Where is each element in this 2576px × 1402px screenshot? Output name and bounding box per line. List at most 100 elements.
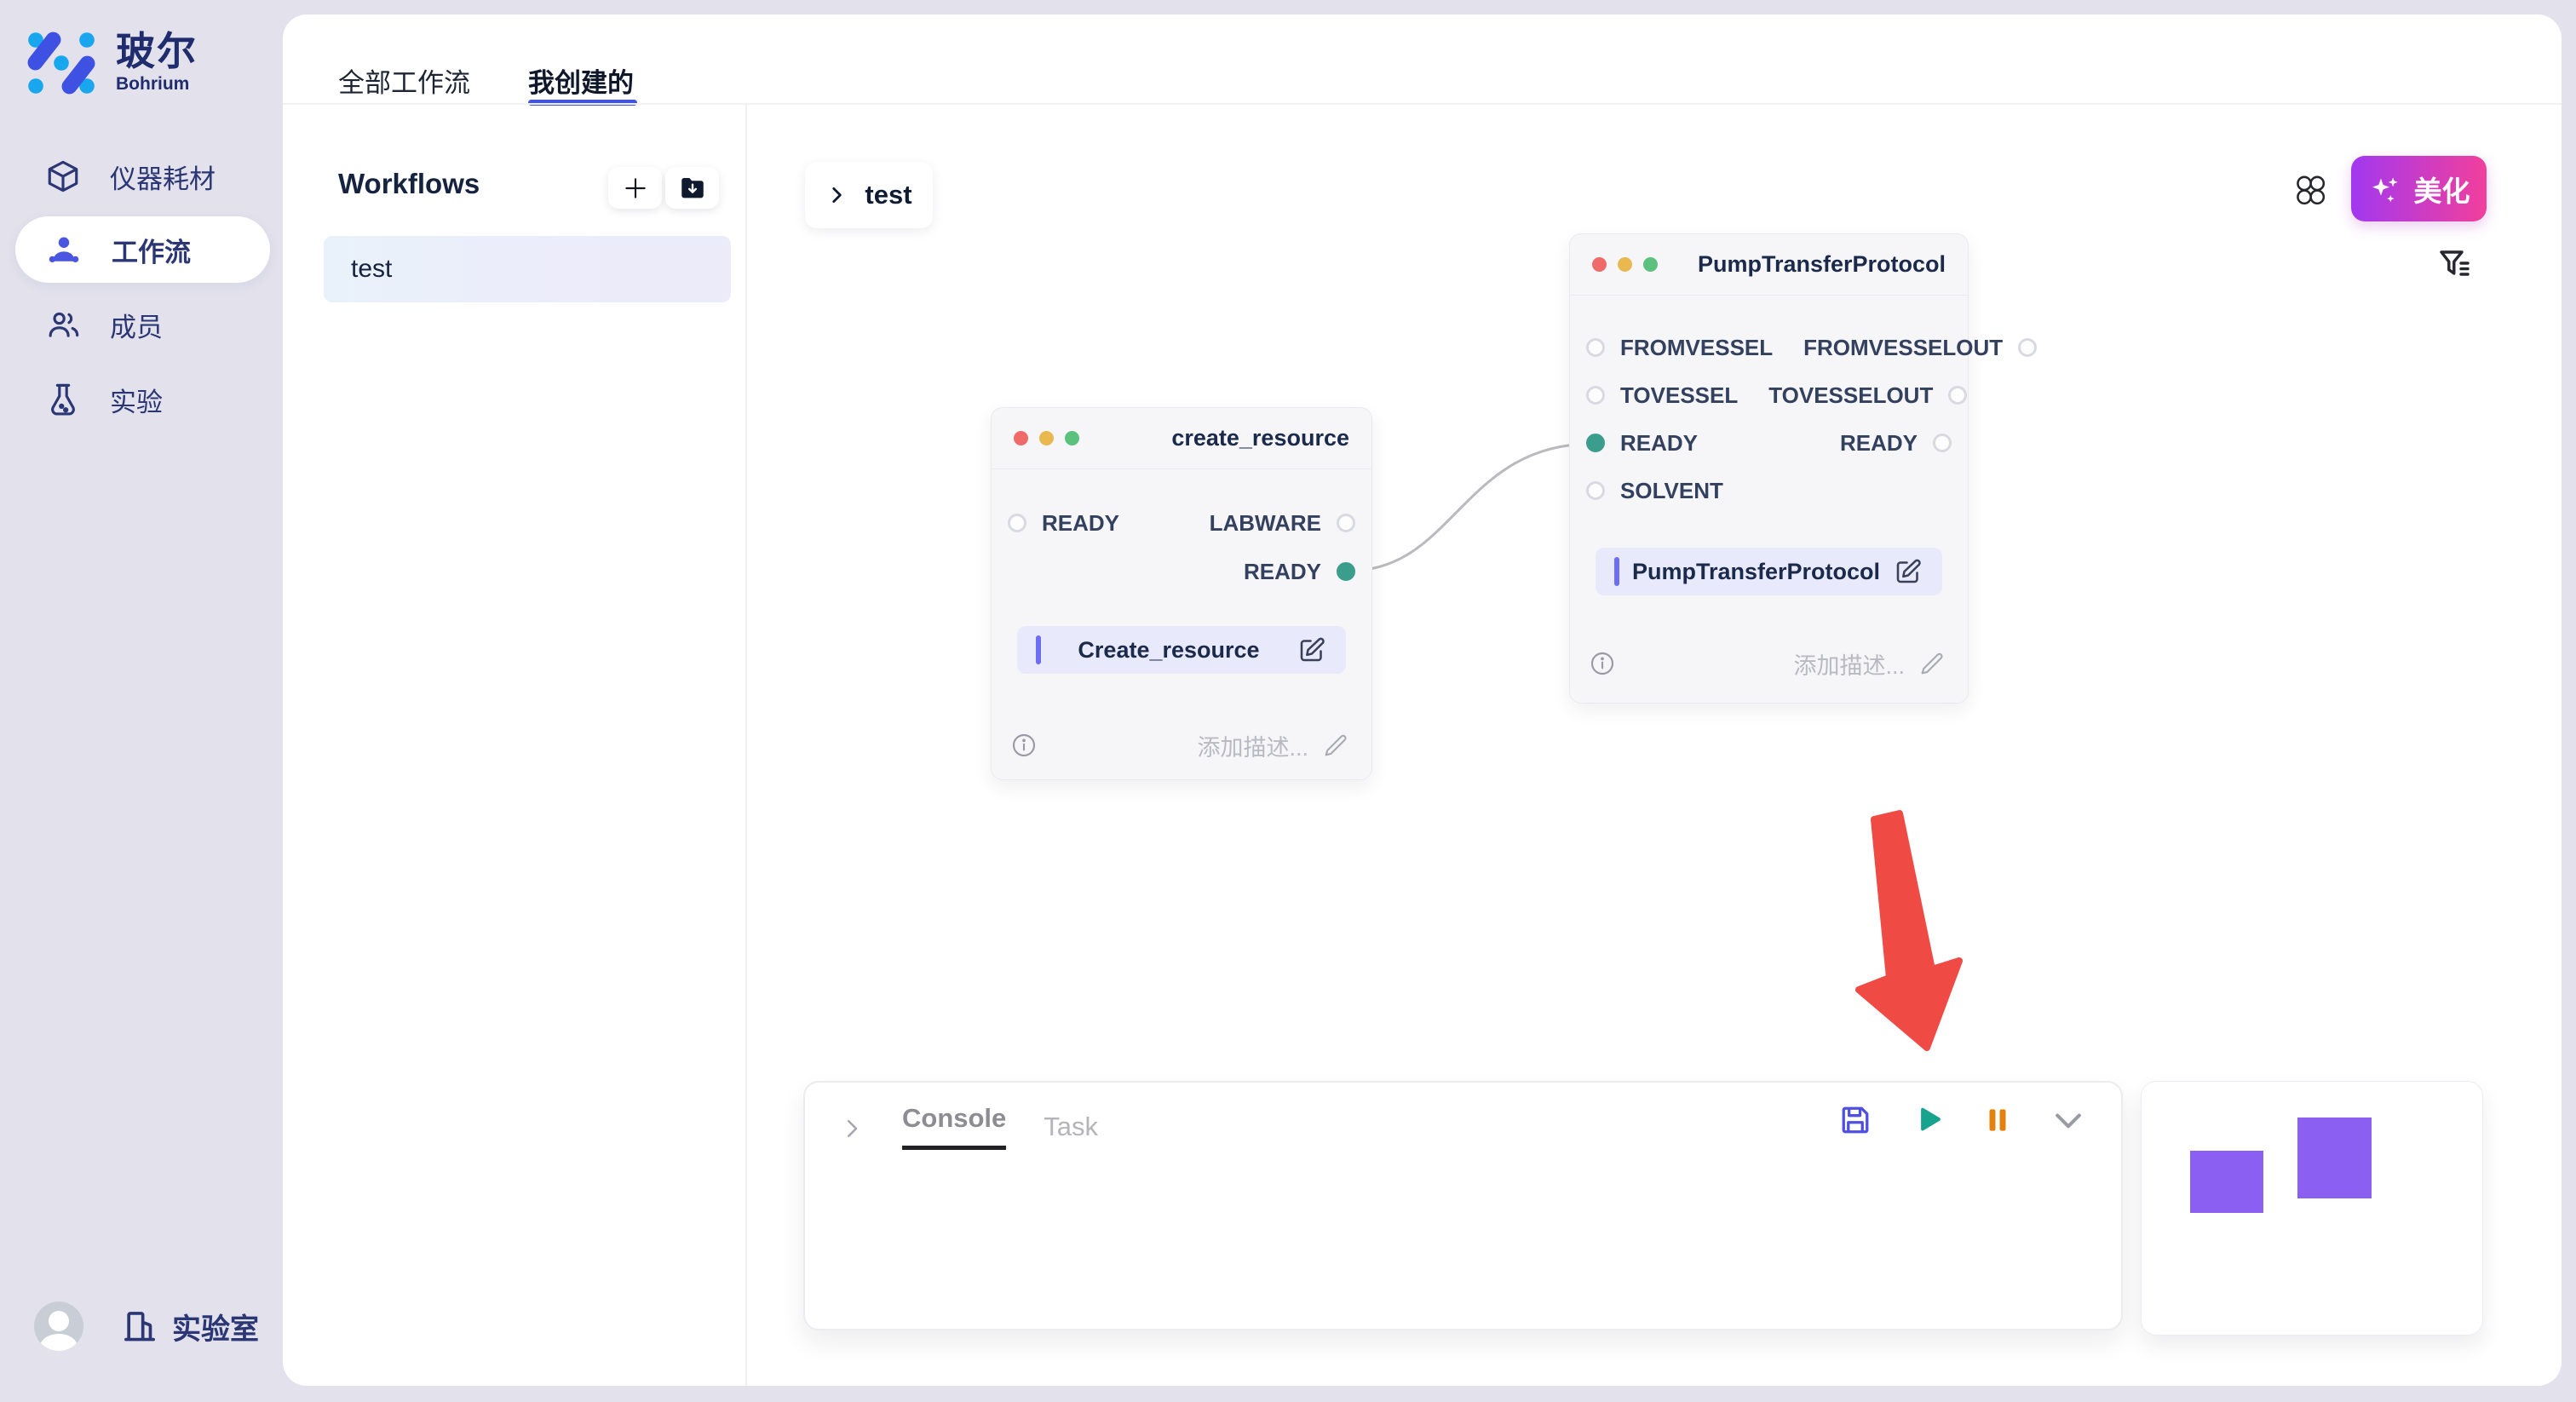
breadcrumb-label: test — [865, 180, 912, 210]
command-icon — [2294, 174, 2326, 206]
sidebar-item-label: 工作流 — [112, 237, 191, 267]
action-accent-bar — [1614, 557, 1619, 586]
port-row: READY READY — [1570, 424, 1968, 462]
traffic-dots-icon — [1014, 431, 1079, 445]
port-label: FROMVESSEL — [1620, 334, 1774, 360]
import-workflow-button[interactable] — [665, 167, 719, 209]
input-port-tovessel[interactable] — [1586, 386, 1605, 405]
package-icon — [45, 158, 81, 194]
plus-icon — [622, 175, 649, 202]
action-accent-bar — [1036, 635, 1041, 664]
brand-name-en: Bohrium — [116, 74, 190, 94]
output-port-ready[interactable] — [1337, 562, 1355, 581]
user-avatar[interactable] — [34, 1301, 83, 1351]
console-panel: Console Task — [803, 1081, 2123, 1330]
port-row: SOLVENT — [1570, 472, 1968, 509]
node-bottom-row: 添加描述... — [1589, 645, 1946, 682]
filter-button[interactable] — [2435, 244, 2475, 284]
console-tab[interactable]: Console — [902, 1103, 1007, 1150]
port-label: LABWARE — [1209, 509, 1321, 536]
output-port-fromvesselout[interactable] — [2018, 338, 2038, 357]
bohrium-logo-icon — [26, 28, 97, 98]
brand-logo[interactable]: 玻尔 Bohrium — [26, 28, 198, 98]
add-workflow-button[interactable] — [608, 167, 662, 209]
port-row: FROMVESSEL FROMVESSELOUT — [1570, 329, 2038, 366]
port-label: TOVESSELOUT — [1768, 382, 1934, 408]
canvas-breadcrumb[interactable]: test — [805, 162, 933, 228]
tab-my-created[interactable]: 我创建的 — [528, 68, 634, 98]
pause-icon[interactable] — [1981, 1104, 2014, 1136]
info-icon[interactable] — [1010, 732, 1038, 759]
node-title: PumpTransferProtocol — [1697, 251, 1946, 277]
brand-name-zh: 玻尔 — [116, 29, 198, 73]
output-port-tovesselout[interactable] — [1948, 386, 1968, 405]
input-port-solvent[interactable] — [1586, 481, 1605, 500]
run-icon[interactable] — [1910, 1102, 1946, 1138]
port-label: SOLVENT — [1620, 477, 1723, 503]
sidebar-item-workflow[interactable]: 工作流 — [15, 216, 270, 283]
test-tube-icon — [45, 382, 81, 417]
node-create-resource[interactable]: create_resource READY LABWARE READY Crea… — [991, 407, 1372, 780]
input-port-ready[interactable] — [1586, 434, 1605, 452]
port-label: FROMVESSELOUT — [1803, 334, 2004, 360]
info-icon[interactable] — [1589, 650, 1616, 677]
beautify-button[interactable]: 美化 — [2351, 156, 2487, 221]
edit-icon[interactable] — [1297, 635, 1327, 665]
sidebar-item-consumables[interactable]: 仪器耗材 — [0, 143, 283, 210]
collapse-chevron-icon[interactable] — [839, 1116, 865, 1141]
output-port-labware[interactable] — [1337, 514, 1355, 532]
edit-icon[interactable] — [1893, 556, 1923, 587]
sidebar-item-experiment[interactable]: 实验 — [0, 366, 283, 433]
traffic-dots-icon — [1592, 257, 1658, 272]
tabs-divider — [283, 103, 2562, 105]
tab-all-workflows[interactable]: 全部工作流 — [338, 68, 470, 98]
save-icon[interactable] — [1837, 1101, 1874, 1139]
node-header[interactable]: PumpTransferProtocol — [1570, 234, 1968, 296]
command-panel-button[interactable] — [2294, 174, 2326, 206]
minimap-node-pump-transfer — [2297, 1118, 2372, 1198]
chevron-down-icon[interactable] — [2050, 1101, 2087, 1139]
node-title: create_resource — [1171, 425, 1349, 451]
port-label: READY — [1620, 429, 1699, 456]
minimap-node-create-resource — [2190, 1151, 2263, 1213]
workflows-panel-title: Workflows — [338, 168, 480, 199]
node-pump-transfer-protocol[interactable]: PumpTransferProtocol FROMVESSEL FROMVESS… — [1569, 233, 2038, 704]
sidebar-item-label: 成员 — [110, 312, 163, 342]
port-label: READY — [1243, 558, 1321, 584]
node-bottom-row: 添加描述... — [1010, 727, 1349, 764]
port-row: READY — [992, 553, 1371, 590]
lab-switcher[interactable]: 实验室 — [121, 1306, 259, 1347]
node-action-button[interactable]: PumpTransferProtocol — [1596, 548, 1942, 595]
node-action-button[interactable]: Create_resource — [1017, 626, 1346, 674]
output-port-ready[interactable] — [1933, 434, 1952, 452]
panel-divider — [745, 104, 747, 1386]
building-icon — [121, 1307, 158, 1345]
beautify-label: 美化 — [2413, 175, 2470, 207]
workflow-item-label: test — [351, 255, 393, 283]
pencil-icon[interactable] — [1322, 732, 1349, 759]
active-tab-underline — [528, 100, 637, 106]
input-port-fromvessel[interactable] — [1586, 338, 1605, 357]
lab-label: 实验室 — [172, 1313, 259, 1346]
task-tab[interactable]: Task — [1044, 1111, 1099, 1141]
sidebar-item-members[interactable]: 成员 — [0, 291, 283, 358]
minimap[interactable] — [2141, 1081, 2483, 1336]
description-placeholder[interactable]: 添加描述... — [1793, 652, 1905, 679]
workflow-list-item-test[interactable]: test — [324, 236, 731, 302]
pencil-icon[interactable] — [1918, 650, 1946, 677]
port-label: READY — [1042, 509, 1120, 536]
node-header[interactable]: create_resource — [992, 408, 1371, 469]
action-label: PumpTransferProtocol — [1631, 558, 1881, 584]
sidebar-item-label: 实验 — [110, 387, 163, 417]
members-icon — [45, 307, 81, 342]
port-row: TOVESSEL TOVESSELOUT — [1570, 376, 1968, 414]
description-placeholder[interactable]: 添加描述... — [1197, 734, 1308, 761]
action-label: Create_resource — [1078, 636, 1260, 663]
sparkles-icon — [2368, 172, 2402, 206]
filter-icon — [2435, 244, 2475, 284]
chevron-right-icon — [825, 184, 848, 206]
workflow-user-icon — [45, 231, 83, 268]
input-port-ready[interactable] — [1008, 514, 1026, 532]
folder-import-icon — [678, 174, 707, 203]
